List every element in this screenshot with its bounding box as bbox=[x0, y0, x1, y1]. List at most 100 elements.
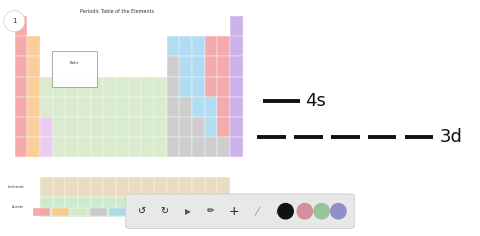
Bar bbox=[180, 76, 192, 97]
Bar bbox=[142, 197, 154, 217]
Bar bbox=[217, 56, 230, 76]
Bar bbox=[192, 197, 205, 217]
Text: 4s: 4s bbox=[305, 93, 326, 110]
Bar bbox=[217, 36, 230, 56]
Text: ▶: ▶ bbox=[185, 207, 191, 216]
Bar bbox=[217, 117, 230, 137]
Bar bbox=[65, 177, 78, 197]
Bar bbox=[65, 117, 78, 137]
Bar bbox=[91, 177, 103, 197]
Bar bbox=[78, 137, 91, 157]
Bar bbox=[180, 177, 192, 197]
Bar bbox=[91, 76, 103, 97]
Bar bbox=[104, 137, 116, 157]
Bar bbox=[154, 177, 167, 197]
Bar bbox=[230, 76, 243, 97]
Bar bbox=[180, 117, 192, 137]
Bar bbox=[142, 117, 154, 137]
Text: Periodic Table of the Elements: Periodic Table of the Elements bbox=[80, 9, 154, 14]
Bar bbox=[167, 117, 180, 137]
Bar bbox=[65, 197, 78, 217]
Bar bbox=[52, 208, 69, 216]
Bar bbox=[167, 177, 180, 197]
Bar bbox=[40, 197, 53, 217]
Bar bbox=[180, 97, 192, 117]
Bar bbox=[154, 97, 167, 117]
Bar bbox=[230, 137, 243, 157]
Bar bbox=[15, 36, 27, 56]
Bar bbox=[180, 197, 192, 217]
Bar bbox=[217, 197, 230, 217]
Bar bbox=[192, 117, 205, 137]
Bar bbox=[27, 56, 40, 76]
Bar bbox=[40, 137, 53, 157]
Bar bbox=[230, 117, 243, 137]
Bar bbox=[116, 137, 129, 157]
Bar bbox=[167, 56, 180, 76]
Bar bbox=[167, 36, 180, 56]
Bar bbox=[205, 177, 217, 197]
Bar bbox=[230, 56, 243, 76]
Bar bbox=[129, 117, 142, 137]
Ellipse shape bbox=[278, 203, 293, 219]
Bar bbox=[104, 76, 116, 97]
Bar bbox=[116, 97, 129, 117]
Bar bbox=[27, 76, 40, 97]
Bar bbox=[40, 97, 53, 117]
Bar bbox=[167, 97, 180, 117]
Bar bbox=[167, 76, 180, 97]
Bar bbox=[205, 56, 217, 76]
Bar bbox=[78, 97, 91, 117]
Text: ↺: ↺ bbox=[138, 206, 145, 216]
Bar bbox=[204, 208, 220, 216]
Bar bbox=[91, 137, 103, 157]
Bar bbox=[27, 137, 40, 157]
Bar bbox=[205, 137, 217, 157]
Bar bbox=[142, 177, 154, 197]
Bar bbox=[40, 117, 53, 137]
FancyBboxPatch shape bbox=[126, 194, 354, 228]
Text: A: A bbox=[276, 207, 283, 216]
Bar bbox=[116, 117, 129, 137]
Bar bbox=[129, 177, 142, 197]
Text: +: + bbox=[228, 205, 239, 218]
Bar bbox=[167, 197, 180, 217]
Bar bbox=[15, 117, 27, 137]
Bar bbox=[15, 137, 27, 157]
Bar bbox=[53, 137, 65, 157]
Bar bbox=[34, 208, 49, 216]
Bar bbox=[27, 117, 40, 137]
Bar bbox=[167, 137, 180, 157]
Bar bbox=[40, 76, 53, 97]
Bar bbox=[78, 117, 91, 137]
Bar bbox=[129, 137, 142, 157]
Bar bbox=[217, 76, 230, 97]
Bar bbox=[154, 76, 167, 97]
Bar bbox=[65, 97, 78, 117]
Bar bbox=[104, 117, 116, 137]
Text: 3d: 3d bbox=[439, 128, 462, 146]
Bar bbox=[53, 76, 65, 97]
Bar bbox=[65, 76, 78, 97]
Bar bbox=[90, 208, 107, 216]
Bar bbox=[230, 36, 243, 56]
Bar bbox=[53, 97, 65, 117]
Ellipse shape bbox=[331, 203, 346, 219]
Bar bbox=[230, 97, 243, 117]
Bar bbox=[15, 16, 27, 36]
Bar bbox=[52, 51, 97, 87]
Bar bbox=[129, 97, 142, 117]
Ellipse shape bbox=[297, 203, 312, 219]
Text: Lanthanide: Lanthanide bbox=[8, 185, 24, 189]
Bar bbox=[65, 137, 78, 157]
Bar bbox=[116, 76, 129, 97]
Text: ↻: ↻ bbox=[160, 206, 168, 216]
Bar bbox=[192, 56, 205, 76]
Bar bbox=[15, 76, 27, 97]
Bar bbox=[205, 197, 217, 217]
Bar bbox=[185, 208, 202, 216]
Bar bbox=[192, 76, 205, 97]
Bar bbox=[15, 56, 27, 76]
Bar bbox=[78, 76, 91, 97]
Bar bbox=[180, 137, 192, 157]
